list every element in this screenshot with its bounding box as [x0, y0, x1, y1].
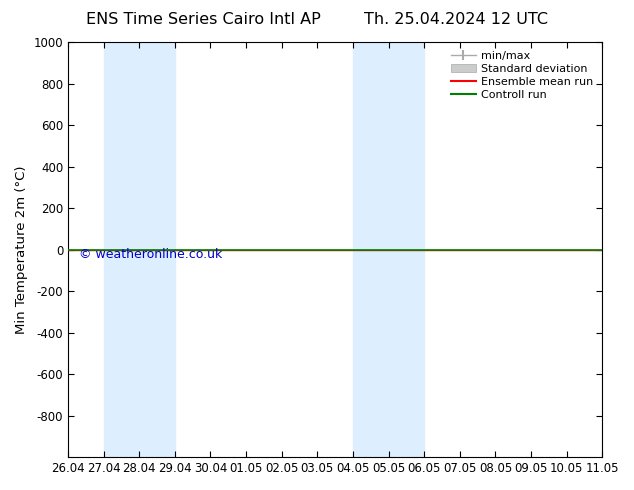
Text: ENS Time Series Cairo Intl AP: ENS Time Series Cairo Intl AP: [86, 12, 320, 27]
Bar: [602, 42, 633, 457]
Bar: [103, 42, 175, 457]
Legend: min/max, Standard deviation, Ensemble mean run, Controll run: min/max, Standard deviation, Ensemble me…: [448, 48, 597, 103]
Text: Th. 25.04.2024 12 UTC: Th. 25.04.2024 12 UTC: [365, 12, 548, 27]
Bar: [353, 42, 424, 457]
Y-axis label: Min Temperature 2m (°C): Min Temperature 2m (°C): [15, 165, 28, 334]
Text: © weatheronline.co.uk: © weatheronline.co.uk: [79, 248, 222, 261]
